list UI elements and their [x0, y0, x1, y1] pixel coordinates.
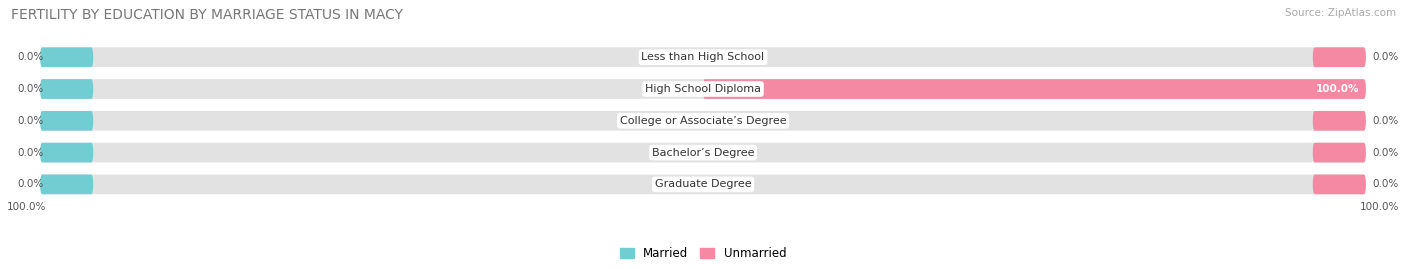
Text: 0.0%: 0.0%	[1372, 52, 1399, 62]
FancyBboxPatch shape	[41, 79, 1365, 99]
Text: Graduate Degree: Graduate Degree	[655, 179, 751, 189]
Text: 0.0%: 0.0%	[17, 116, 44, 126]
Text: FERTILITY BY EDUCATION BY MARRIAGE STATUS IN MACY: FERTILITY BY EDUCATION BY MARRIAGE STATU…	[11, 8, 404, 22]
FancyBboxPatch shape	[1313, 175, 1365, 194]
FancyBboxPatch shape	[1313, 111, 1365, 131]
Text: Bachelor’s Degree: Bachelor’s Degree	[652, 148, 754, 158]
Text: 0.0%: 0.0%	[17, 148, 44, 158]
FancyBboxPatch shape	[41, 143, 1365, 162]
Text: 0.0%: 0.0%	[17, 179, 44, 189]
Text: 100.0%: 100.0%	[7, 202, 46, 212]
FancyBboxPatch shape	[41, 79, 93, 99]
Text: 0.0%: 0.0%	[1372, 116, 1399, 126]
FancyBboxPatch shape	[703, 79, 1365, 99]
Text: High School Diploma: High School Diploma	[645, 84, 761, 94]
FancyBboxPatch shape	[1313, 143, 1365, 162]
FancyBboxPatch shape	[41, 111, 93, 131]
Text: Less than High School: Less than High School	[641, 52, 765, 62]
Text: 0.0%: 0.0%	[17, 84, 44, 94]
FancyBboxPatch shape	[41, 175, 93, 194]
Text: 0.0%: 0.0%	[17, 52, 44, 62]
Legend: Married, Unmarried: Married, Unmarried	[620, 247, 786, 260]
FancyBboxPatch shape	[41, 143, 93, 162]
FancyBboxPatch shape	[41, 47, 93, 67]
Text: 0.0%: 0.0%	[1372, 179, 1399, 189]
FancyBboxPatch shape	[41, 175, 1365, 194]
FancyBboxPatch shape	[41, 47, 1365, 67]
FancyBboxPatch shape	[41, 111, 1365, 131]
Text: College or Associate’s Degree: College or Associate’s Degree	[620, 116, 786, 126]
Text: 100.0%: 100.0%	[1316, 84, 1360, 94]
Text: Source: ZipAtlas.com: Source: ZipAtlas.com	[1285, 8, 1396, 18]
FancyBboxPatch shape	[1313, 47, 1365, 67]
Text: 0.0%: 0.0%	[1372, 148, 1399, 158]
Text: 100.0%: 100.0%	[1360, 202, 1399, 212]
